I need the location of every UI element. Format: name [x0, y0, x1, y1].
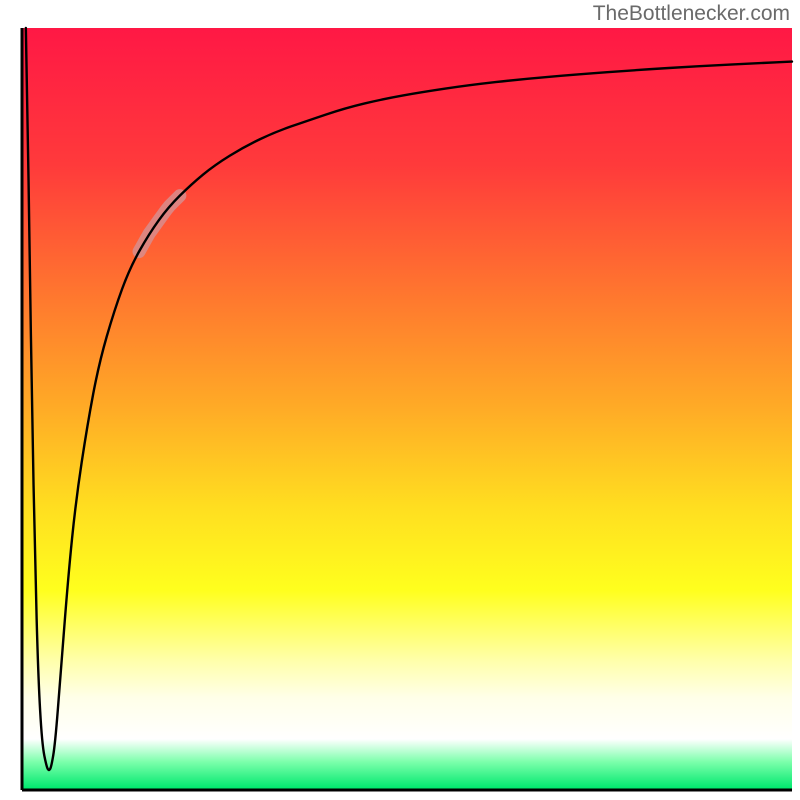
gradient-fill-rect: [24, 28, 793, 789]
chart-container: TheBottlenecker.com: [0, 0, 800, 800]
bottleneck-plot: [0, 0, 800, 800]
